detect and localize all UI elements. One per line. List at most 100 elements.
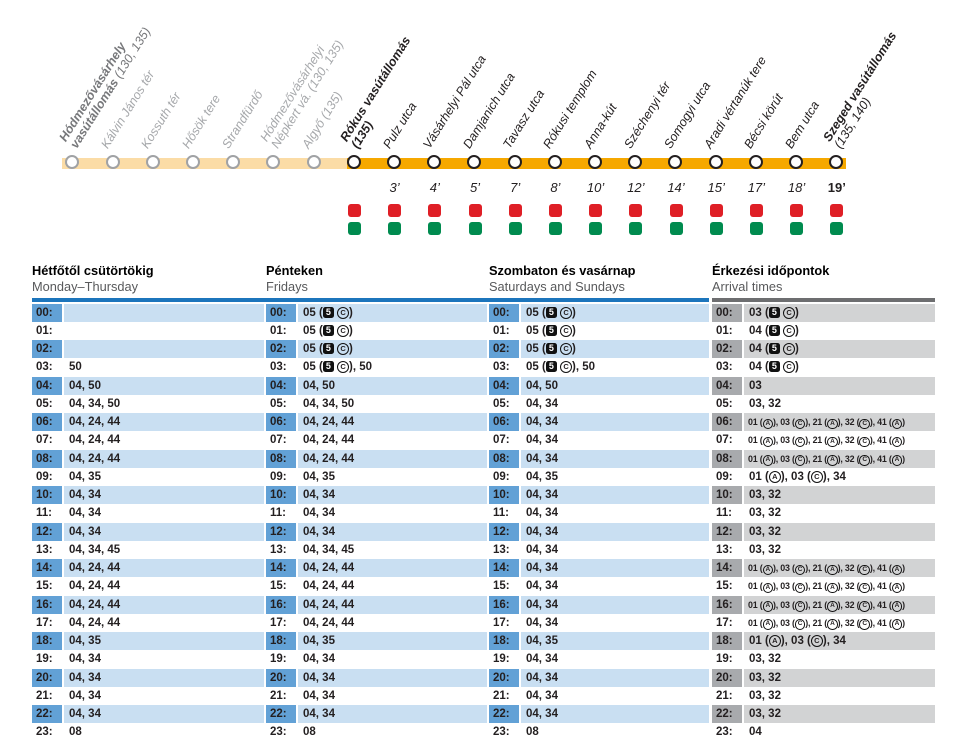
stop-label: Szeged vasútállomás (135, 140) bbox=[820, 30, 910, 151]
circled-c-icon: C bbox=[560, 324, 573, 337]
header-rule-gray bbox=[712, 297, 935, 302]
hour-label: 17: bbox=[36, 616, 53, 629]
stop-label: Rókus vasútállomás (135) bbox=[338, 34, 425, 151]
route-diagram: Hódmezővásárhely vasútállomás (130, 135) K… bbox=[0, 0, 957, 250]
timetable-row: 17: 04, 34 bbox=[489, 614, 709, 632]
travel-time-label: 8’ bbox=[550, 180, 561, 195]
timetable-rows: 00: 03 (5 C) 01: 04 (5 C) 02: 04 (5 C) 03: 04 (… bbox=[712, 303, 935, 742]
timetable-row: 22: 04, 34 bbox=[32, 705, 264, 724]
minutes-text: 04, 24, 44 bbox=[64, 595, 264, 614]
timetable-row: 07: 04, 24, 44 bbox=[32, 431, 264, 449]
timetable-row: 12: 04, 34 bbox=[266, 522, 487, 541]
timetable-row: 19: 03, 32 bbox=[712, 650, 935, 668]
minutes-text bbox=[64, 303, 264, 322]
stop-circle bbox=[266, 155, 281, 170]
hour-label: 18: bbox=[489, 632, 519, 651]
timetable-row: 05: 03, 32 bbox=[712, 395, 935, 413]
minutes-text: 04, 24, 44 bbox=[69, 434, 121, 447]
hour-label: 16: bbox=[712, 595, 742, 614]
circled-a-icon: A bbox=[762, 455, 773, 466]
travel-time-label: 18’ bbox=[787, 180, 806, 195]
circled-c-icon: C bbox=[859, 564, 870, 575]
circled-a-icon: A bbox=[762, 418, 773, 429]
stop-circle bbox=[226, 155, 241, 170]
hour-label: 19: bbox=[36, 653, 53, 666]
column-title-hu: Érkezési időpontok bbox=[712, 263, 830, 278]
hour-label: 22: bbox=[489, 705, 519, 724]
minutes-text: 04, 35 bbox=[64, 632, 264, 651]
hour-label: 06: bbox=[712, 413, 742, 432]
hour-label: 05: bbox=[493, 397, 510, 410]
hour-label: 12: bbox=[489, 522, 519, 541]
minutes-text: 04, 24, 44 bbox=[298, 559, 487, 578]
green-mark-icon bbox=[669, 222, 683, 235]
circled-a-icon: A bbox=[768, 635, 781, 647]
hour-label: 15: bbox=[716, 580, 733, 593]
timetable-row: 11: 04, 34 bbox=[266, 504, 487, 522]
minutes-text: 04, 34 bbox=[298, 522, 487, 541]
timetable-row: 14: 04, 34 bbox=[489, 559, 709, 578]
circled-c-icon: C bbox=[859, 436, 870, 448]
timetable-row: 20: 03, 32 bbox=[712, 668, 935, 687]
circled-c-icon: C bbox=[859, 601, 870, 612]
minutes-text: 04, 24, 44 bbox=[64, 449, 264, 468]
minutes-text: 01 (A), 03 (C), 21 (A), 32 (C), 41 (A) bbox=[744, 449, 935, 468]
minutes-text: 04, 50 bbox=[521, 376, 709, 395]
hour-label: 07: bbox=[493, 434, 510, 447]
hour-label: 14: bbox=[266, 559, 296, 578]
minutes-text: 01 (A), 03 (C), 34 bbox=[744, 632, 935, 651]
stop-circle bbox=[105, 155, 120, 170]
minutes-text: 03, 32 bbox=[749, 397, 781, 410]
minutes-text: 50 bbox=[69, 361, 82, 374]
stop-label: Hősök tere bbox=[179, 92, 223, 151]
timetable-rows: 00: 05 (5 C) 01: 05 (5 C) 02: 05 (5 C) 03: 05 (… bbox=[489, 303, 709, 742]
minutes-text: 05 (5 C) bbox=[298, 303, 487, 322]
hour-label: 04: bbox=[712, 376, 742, 395]
timetable-row: 17: 01 (A), 03 (C), 21 (A), 32 (C), 41 (A… bbox=[712, 614, 935, 632]
circled-c-icon: C bbox=[859, 619, 870, 630]
hour-label: 19: bbox=[716, 653, 733, 666]
stop-circle bbox=[306, 155, 321, 170]
minutes-text: 04, 34 bbox=[526, 434, 558, 447]
timetable-column: Szombaton és vasárnap Saturdays and Sunda… bbox=[489, 263, 709, 742]
timetable-row: 11: 04, 34 bbox=[489, 504, 709, 522]
column-title-en: Fridays bbox=[266, 279, 308, 294]
minutes-text: 04, 50 bbox=[64, 376, 264, 395]
hour-label: 09: bbox=[270, 470, 287, 483]
timetable-row: 08: 04, 24, 44 bbox=[32, 449, 264, 468]
red-mark-icon bbox=[669, 204, 683, 217]
timetable-row: 20: 04, 34 bbox=[489, 668, 709, 687]
stop-label-line: Strandfürdő bbox=[219, 88, 265, 151]
stop-circle bbox=[708, 155, 723, 170]
timetable-row: 16: 04, 24, 44 bbox=[266, 595, 487, 614]
minutes-text: 05 (5 C) bbox=[521, 303, 709, 322]
minutes-text: 05 (5 C) bbox=[526, 324, 576, 337]
circled-a-icon: A bbox=[891, 455, 903, 466]
minutes-text: 01 (A), 03 (C), 21 (A), 32 (C), 41 (A) bbox=[748, 435, 905, 448]
minutes-text: 08 bbox=[526, 726, 539, 739]
timetable-row: 03: 04 (5 C) bbox=[712, 358, 935, 376]
hour-label: 15: bbox=[36, 580, 53, 593]
column-title-en: Monday–Thursday bbox=[32, 279, 138, 294]
minutes-text: 03, 32 bbox=[749, 689, 781, 702]
timetable-row: 11: 03, 32 bbox=[712, 504, 935, 522]
timetable-row: 10: 04, 34 bbox=[489, 486, 709, 505]
hour-label: 15: bbox=[493, 580, 510, 593]
hour-label: 16: bbox=[489, 595, 519, 614]
stop-label: Kossuth tér bbox=[139, 90, 184, 151]
minutes-text: 04, 34 bbox=[526, 543, 558, 556]
minutes-text: 04, 24, 44 bbox=[69, 580, 121, 593]
stop-label: Anna-kút bbox=[581, 101, 619, 151]
minutes-text: 03, 32 bbox=[749, 543, 781, 556]
stop-circle bbox=[186, 155, 200, 170]
circled-c-icon: C bbox=[794, 436, 806, 448]
minutes-text: 04, 34, 45 bbox=[69, 543, 121, 556]
circled-c-icon: C bbox=[859, 455, 870, 466]
hour-label: 05: bbox=[270, 397, 287, 410]
minutes-text: 04, 34 bbox=[521, 413, 709, 432]
red-mark-icon bbox=[749, 204, 763, 217]
timetable-row: 13: 04, 34 bbox=[489, 541, 709, 559]
hour-label: 04: bbox=[266, 376, 296, 395]
hour-label: 04: bbox=[32, 376, 62, 395]
minutes-text: 04, 34 bbox=[64, 668, 264, 687]
